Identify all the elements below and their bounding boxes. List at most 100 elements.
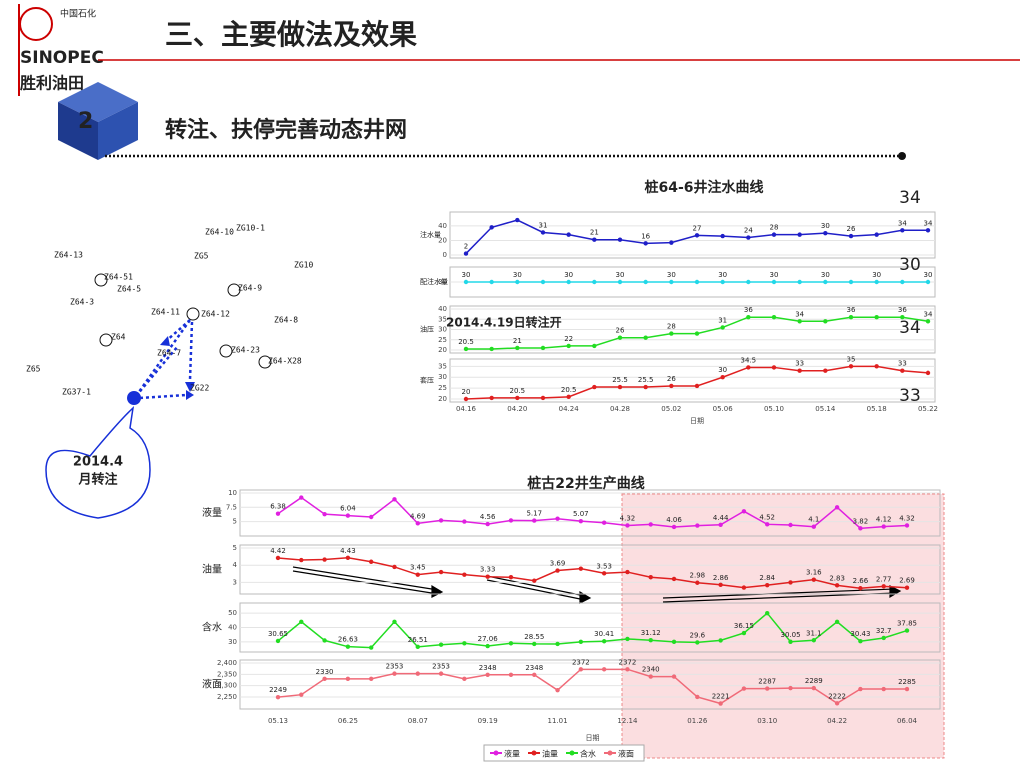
panel-frame (239, 659, 941, 710)
y-tick-label: 40 (438, 222, 447, 230)
data-point (695, 640, 700, 645)
data-point (485, 672, 490, 677)
data-label: 25.5 (638, 376, 654, 384)
data-label: 2221 (712, 693, 730, 701)
x-tick-label: 09.19 (478, 717, 498, 725)
data-point (765, 582, 770, 588)
data-point (765, 610, 770, 616)
data-point (592, 279, 597, 285)
flow-arrows (134, 319, 194, 400)
chart-title: 桩古22井生产曲线 (527, 475, 644, 492)
legend-swatch (569, 750, 575, 756)
data-point (515, 217, 520, 223)
data-label: 2.66 (853, 577, 869, 585)
data-point (771, 232, 777, 237)
panel-frame (449, 358, 936, 403)
data-label: 2353 (432, 663, 450, 671)
data-point (489, 225, 494, 230)
data-point (643, 335, 648, 340)
data-point (811, 638, 817, 643)
data-point (299, 619, 304, 624)
logo-text: 中国石化 (60, 8, 96, 20)
data-label: 27.06 (478, 635, 499, 643)
data-point (771, 315, 777, 320)
data-point (643, 384, 648, 390)
data-label: 26.63 (338, 636, 358, 644)
y-tick-label: 20 (438, 346, 447, 354)
data-label: 30 (718, 271, 727, 279)
data-point (625, 667, 630, 672)
data-label: 31.12 (641, 629, 661, 637)
panel-label: 套压 (420, 376, 434, 385)
series-line (277, 612, 908, 649)
data-label: 30 (872, 271, 881, 279)
panel-label: 油量 (202, 563, 222, 576)
data-point (874, 364, 879, 369)
y-tick-label: 20 (438, 236, 447, 244)
data-label: 30 (616, 271, 625, 279)
data-point (617, 384, 623, 390)
y-tick-label: 10 (228, 489, 237, 497)
data-point (834, 583, 840, 588)
data-label: 21 (590, 229, 599, 237)
data-point (555, 641, 560, 647)
data-label: 2372 (619, 658, 637, 666)
data-point (643, 241, 648, 246)
data-point (578, 566, 584, 571)
data-label: 2.84 (759, 574, 775, 582)
data-label: 20.5 (458, 338, 474, 346)
data-point (540, 279, 546, 285)
data-point (299, 692, 304, 697)
data-label: 29.6 (690, 631, 706, 639)
data-label: 37.85 (897, 620, 917, 628)
data-label: 22 (564, 335, 573, 343)
data-point (741, 630, 747, 636)
data-label: 5.07 (573, 510, 589, 518)
well-label: Z64-9 (238, 284, 262, 293)
y-tick-label: 40 (228, 624, 237, 632)
data-label: 26 (847, 225, 856, 233)
data-point (765, 522, 770, 527)
rule-end (898, 152, 906, 160)
data-point (462, 676, 467, 682)
series-line (277, 557, 908, 590)
data-label: 28 (667, 323, 676, 331)
data-point (601, 639, 607, 644)
series-line (277, 668, 907, 705)
data-point (788, 580, 793, 585)
data-point (811, 685, 817, 691)
data-point (858, 639, 863, 644)
data-point (834, 701, 840, 706)
data-point (788, 522, 793, 528)
data-point (368, 514, 374, 520)
data-point (345, 513, 351, 518)
data-label: 2.69 (899, 577, 915, 585)
well-symbols (94, 273, 272, 369)
data-point (415, 521, 420, 526)
data-point (462, 641, 467, 646)
y-tick-label: 30 (438, 373, 447, 381)
data-point (720, 325, 725, 330)
data-point (275, 555, 281, 561)
y-tick-label: 35 (438, 315, 447, 323)
y-tick-label: 30 (438, 326, 447, 334)
x-tick-label: 05.13 (268, 717, 288, 725)
data-point (718, 522, 723, 527)
series-line (277, 496, 908, 530)
data-point (415, 671, 420, 676)
legend-swatch (493, 750, 499, 756)
data-label: 4.12 (876, 516, 892, 524)
data-label: 30 (462, 271, 471, 279)
data-point (904, 628, 910, 633)
y-tick-label: 50 (228, 609, 237, 617)
data-point (345, 555, 351, 561)
data-label: 36.15 (734, 622, 754, 630)
data-label: 2249 (269, 686, 287, 694)
data-label: 26 (667, 375, 676, 383)
data-label: 3.33 (480, 566, 496, 574)
legend-box (483, 744, 645, 762)
data-point (617, 279, 623, 285)
x-tick-label: 04.16 (456, 405, 477, 413)
panel-label: 液面 (202, 678, 222, 691)
well-label: Z64-7 (157, 349, 181, 358)
